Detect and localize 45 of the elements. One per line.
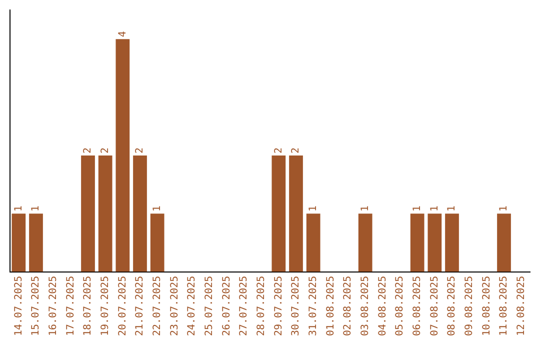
x-tick-label: 09.08.2025 — [464, 276, 475, 336]
x-tick-label: 27.07.2025 — [238, 276, 250, 336]
x-tick-label: 19.07.2025 — [100, 276, 111, 336]
data-label: 1 — [152, 206, 163, 212]
data-label: 1 — [30, 206, 42, 212]
data-label: 4 — [117, 31, 128, 38]
x-tick-label: 06.08.2025 — [412, 276, 423, 336]
data-label: 1 — [308, 206, 319, 212]
x-tick-label: 28.07.2025 — [256, 276, 267, 336]
x-tick-label: 22.07.2025 — [152, 276, 163, 336]
x-tick-label: 07.08.2025 — [429, 276, 440, 336]
x-tick-label: 29.07.2025 — [273, 276, 284, 336]
x-tick-label: 11.08.2025 — [498, 276, 510, 336]
data-label: 1 — [412, 206, 423, 212]
data-label: 2 — [134, 147, 146, 154]
data-label: 2 — [273, 147, 284, 154]
x-tick-label: 15.07.2025 — [30, 276, 42, 336]
x-tick-label: 18.07.2025 — [82, 276, 94, 336]
x-tick-label: 25.07.2025 — [204, 276, 215, 336]
data-label: 1 — [360, 206, 371, 212]
x-tick-label: 03.08.2025 — [360, 276, 371, 336]
data-label: 2 — [100, 147, 111, 154]
x-tick-label: 20.07.2025 — [117, 276, 128, 336]
data-label: 1 — [446, 206, 458, 212]
x-tick-label: 02.08.2025 — [342, 276, 354, 336]
x-tick-label: 01.08.2025 — [325, 276, 336, 336]
x-tick-label: 17.07.2025 — [65, 276, 76, 336]
x-tick-label: 10.08.2025 — [481, 276, 492, 336]
x-tick-label: 24.07.2025 — [186, 276, 198, 336]
data-label: 2 — [290, 147, 302, 154]
x-tick-label: 14.07.2025 — [13, 276, 24, 336]
x-tick-label: 31.07.2025 — [308, 276, 319, 336]
x-tick-label: 08.08.2025 — [446, 276, 458, 336]
data-label: 1 — [13, 206, 24, 212]
x-tick-label: 04.08.2025 — [377, 276, 388, 336]
x-tick-label: 30.07.2025 — [290, 276, 302, 336]
x-tick-label: 16.07.2025 — [48, 276, 59, 336]
x-tick-label: 23.07.2025 — [169, 276, 180, 336]
x-tick-label: 26.07.2025 — [221, 276, 232, 336]
data-label: 1 — [429, 206, 440, 212]
data-label: 1 — [498, 206, 510, 212]
x-tick-label: 12.08.2025 — [516, 276, 527, 336]
x-tick-label: 21.07.2025 — [134, 276, 146, 336]
data-label: 2 — [82, 147, 94, 154]
x-tick-label: 05.08.2025 — [394, 276, 406, 336]
